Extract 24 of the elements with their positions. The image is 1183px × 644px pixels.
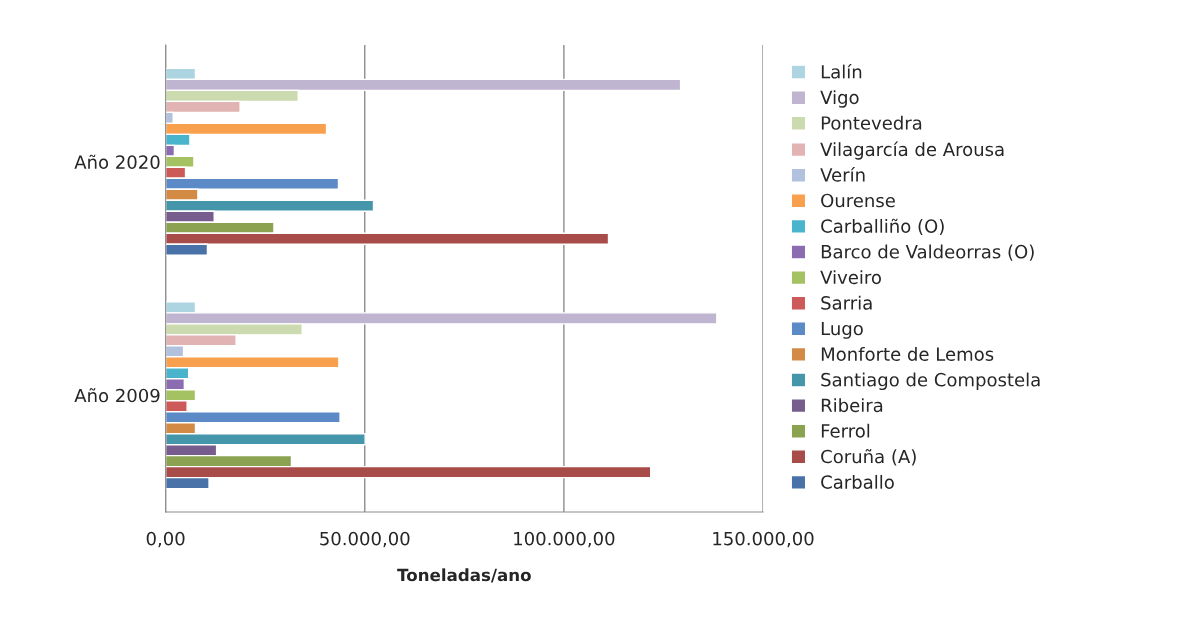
legend-label: Vilagarcía de Arousa bbox=[820, 141, 1004, 160]
legend-label: Ribeira bbox=[821, 398, 883, 413]
legend-label: Santiago de Compostela bbox=[821, 372, 1040, 391]
legend-label: Carballo bbox=[821, 474, 894, 489]
legend-label: Viveiro bbox=[820, 270, 881, 285]
x-tick-label: 100.000,00 bbox=[514, 531, 615, 548]
legend-label: Ferrol bbox=[821, 423, 870, 438]
legend-label: Coruña (A) bbox=[821, 449, 916, 466]
legend-label: Verín bbox=[820, 167, 865, 182]
legend-label: Carballiño (O) bbox=[821, 218, 944, 236]
legend-label: Lalín bbox=[821, 63, 862, 79]
x-tick-label: 0,00 bbox=[146, 531, 185, 548]
y-tick-label: Año 2020 bbox=[74, 154, 160, 169]
x-tick-label: 50.000,00 bbox=[320, 531, 410, 548]
x-axis-title: Toneladas/ano bbox=[397, 568, 531, 583]
legend-label: Lugo bbox=[821, 321, 863, 339]
legend-label: Monforte de Lemos bbox=[821, 346, 994, 361]
legend-label: Ourense bbox=[821, 193, 895, 208]
legend-label: Vigo bbox=[820, 90, 859, 108]
x-tick-label: 150.000,00 bbox=[713, 531, 814, 548]
legend-label: Pontevedra bbox=[821, 115, 922, 130]
legend-label: Sarria bbox=[821, 295, 872, 310]
legend-label: Barco de Valdeorras (O) bbox=[821, 244, 1034, 261]
y-tick-label: Año 2009 bbox=[74, 388, 160, 403]
